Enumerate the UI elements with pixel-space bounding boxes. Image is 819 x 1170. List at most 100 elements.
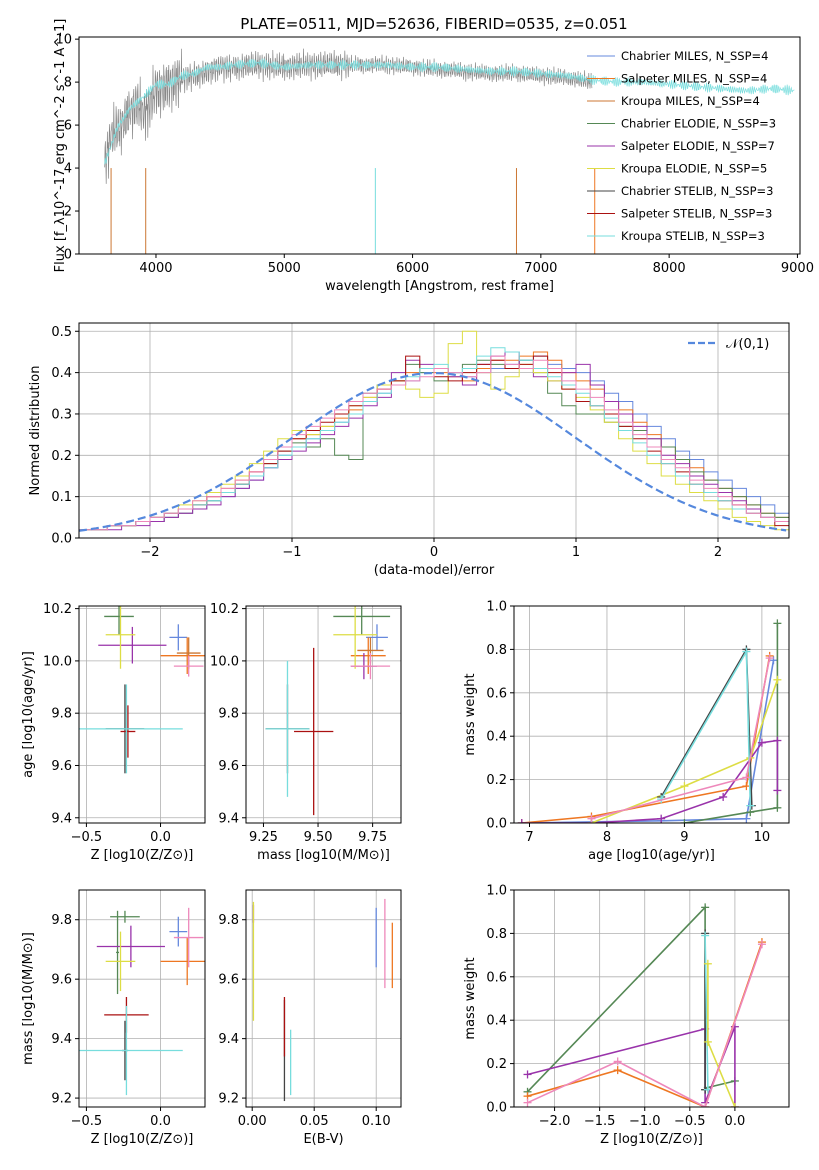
y-tick-label: 0.4 bbox=[486, 730, 507, 745]
y-tick-label: 10.0 bbox=[43, 654, 72, 669]
y-tick-label: 0.8 bbox=[486, 643, 507, 658]
plot-area bbox=[252, 898, 393, 1102]
panel-7: 0.00 0.05 0.10 9.2 9.4 9.6 9.8 E(B-V) bbox=[218, 889, 402, 1147]
panel-3: −0.5 0.0 9.4 9.6 9.8 10.0 10.2 Z [log10(Z/Z⊙)] a… bbox=[21, 602, 206, 863]
panel-4: 9.25 9.50 9.75 9.4 9.6 9.8 10.0 10.2 mass [log10… bbox=[210, 602, 402, 863]
series-Salpeter ELODIE bbox=[527, 1026, 736, 1107]
y-axis-label: age [log10(age/yr)] bbox=[21, 651, 36, 778]
y-axis-label: Flux [f_λ10^-17 erg cm^-2 s^-1 A^-1] bbox=[53, 19, 68, 273]
x-tick-label: −0.5 bbox=[71, 1114, 103, 1129]
x-tick-label: 0.10 bbox=[362, 1114, 391, 1129]
legend-label: Salpeter ELODIE, N_SSP=7 bbox=[621, 139, 775, 153]
y-tick-label: 9.6 bbox=[51, 759, 72, 774]
y-tick-label: 0.6 bbox=[486, 686, 507, 701]
y-tick-label: 10 bbox=[55, 33, 72, 48]
y-tick-label: 10.0 bbox=[210, 654, 239, 669]
x-tick-label: 9.25 bbox=[249, 830, 278, 845]
y-tick-label: 9.4 bbox=[218, 811, 239, 826]
y-tick-label: 9.4 bbox=[51, 811, 72, 826]
y-axis-label: mass [log10(M/M⊙)] bbox=[21, 932, 36, 1065]
x-axis-label: mass [log10(M/M⊙)] bbox=[257, 848, 390, 863]
x-tick-label: −0.5 bbox=[71, 830, 103, 845]
y-tick-label: 0.6 bbox=[486, 970, 507, 985]
x-tick-label: −1 bbox=[282, 545, 301, 560]
y-tick-label: 10.2 bbox=[43, 602, 72, 617]
y-tick-label: 9.4 bbox=[218, 1032, 239, 1047]
x-axis-label: Z [log10(Z/Z⊙)] bbox=[91, 1132, 194, 1147]
y-tick-label: 0.5 bbox=[51, 325, 72, 340]
x-axis-label: wavelength [Angstrom, rest frame] bbox=[325, 279, 554, 294]
panel-6: −0.5 0.0 9.2 9.4 9.6 9.8 Z [log10(Z/Z⊙)] mass [… bbox=[21, 889, 206, 1147]
y-tick-label: 0.4 bbox=[486, 1014, 507, 1029]
x-tick-label: −1.5 bbox=[584, 1114, 616, 1129]
y-tick-label: 2 bbox=[64, 205, 72, 220]
axes-frame bbox=[513, 605, 790, 824]
series-Salpeter ELODIE bbox=[521, 739, 779, 823]
y-axis-label: mass weight bbox=[463, 673, 478, 755]
y-tick-label: 0.0 bbox=[51, 532, 72, 547]
plot-area bbox=[79, 907, 205, 1096]
x-tick-label: 5000 bbox=[268, 261, 301, 276]
x-tick-label: −1.0 bbox=[629, 1114, 661, 1129]
x-tick-label: 9000 bbox=[781, 261, 814, 276]
plot-area bbox=[104, 48, 795, 254]
x-axis-label: (data-model)/error bbox=[374, 563, 495, 578]
x-tick-label: −2 bbox=[140, 545, 159, 560]
x-tick-label: 6000 bbox=[396, 261, 429, 276]
x-tick-label: 9.75 bbox=[358, 830, 387, 845]
x-tick-label: 8 bbox=[603, 830, 611, 845]
y-tick-label: 9.8 bbox=[51, 913, 72, 928]
axes-frame bbox=[513, 889, 790, 1108]
panel-2: 𝒩(0,1) −2 −1 0 1 2 0.0 0.1 0.2 0.3 0.4 0.5 (data-mod… bbox=[28, 322, 790, 578]
plot-area bbox=[523, 903, 766, 1107]
axes-frame bbox=[245, 605, 402, 824]
y-tick-label: 1.0 bbox=[486, 884, 507, 899]
legend-label: Kroupa ELODIE, N_SSP=5 bbox=[621, 162, 767, 176]
x-tick-label: 10 bbox=[754, 830, 771, 845]
y-tick-label: 0.4 bbox=[51, 366, 72, 381]
y-tick-label: 6 bbox=[64, 119, 72, 134]
y-tick-label: 9.2 bbox=[51, 1092, 72, 1107]
y-tick-label: 0.2 bbox=[486, 1057, 507, 1072]
legend-label: Kroupa STELIB, N_SSP=3 bbox=[621, 229, 765, 243]
y-tick-label: 0 bbox=[64, 248, 72, 263]
figure-title: PLATE=0511, MJD=52636, FIBERID=0535, z=0… bbox=[240, 15, 627, 33]
y-tick-label: 9.2 bbox=[218, 1092, 239, 1107]
legend-label: Chabrier ELODIE, N_SSP=3 bbox=[621, 117, 776, 131]
y-tick-label: 9.8 bbox=[218, 707, 239, 722]
y-tick-label: 8 bbox=[64, 76, 72, 91]
axes-frame bbox=[78, 889, 206, 1108]
x-tick-label: 4000 bbox=[139, 261, 172, 276]
panel-1: Chabrier MILES, N_SSP=4 Salpeter MILES, N… bbox=[53, 19, 814, 294]
y-tick-label: 1.0 bbox=[486, 600, 507, 615]
plot-area bbox=[79, 330, 789, 532]
x-tick-label: 2 bbox=[714, 545, 722, 560]
plot-area bbox=[265, 606, 391, 816]
spectrum-model bbox=[104, 58, 795, 165]
legend-label: Salpeter STELIB, N_SSP=3 bbox=[621, 207, 772, 221]
y-axis-label: Normed distribution bbox=[28, 366, 43, 496]
series-Chabrier STELIB bbox=[660, 646, 753, 806]
y-tick-label: 9.6 bbox=[218, 973, 239, 988]
x-tick-label: 0.0 bbox=[150, 830, 171, 845]
y-tick-label: 9.8 bbox=[218, 913, 239, 928]
y-tick-label: 9.8 bbox=[51, 707, 72, 722]
y-tick-label: 0.1 bbox=[51, 490, 72, 505]
x-tick-label: 0.0 bbox=[725, 1114, 746, 1129]
x-tick-label: 7 bbox=[525, 830, 533, 845]
histogram-pink bbox=[79, 355, 789, 531]
x-tick-label: 0.00 bbox=[238, 1114, 267, 1129]
y-tick-label: 0.2 bbox=[51, 449, 72, 464]
x-tick-label: 9.50 bbox=[304, 830, 333, 845]
y-tick-label: 0.0 bbox=[486, 1101, 507, 1116]
x-axis-label: Z [log10(Z/Z⊙)] bbox=[91, 848, 194, 863]
x-tick-label: 7000 bbox=[524, 261, 557, 276]
series-pink bbox=[591, 657, 771, 820]
legend-label: Salpeter MILES, N_SSP=4 bbox=[621, 72, 767, 86]
panel-8: −2.0 −1.5 −1.0 −0.5 0.0 0.0 0.2 0.4 0.6 0.8 1.0 Z [… bbox=[463, 884, 790, 1147]
series-Salpeter MILES bbox=[521, 655, 771, 823]
x-tick-label: 1 bbox=[572, 545, 580, 560]
axes-frame bbox=[78, 605, 206, 824]
series-pink bbox=[527, 944, 763, 1107]
